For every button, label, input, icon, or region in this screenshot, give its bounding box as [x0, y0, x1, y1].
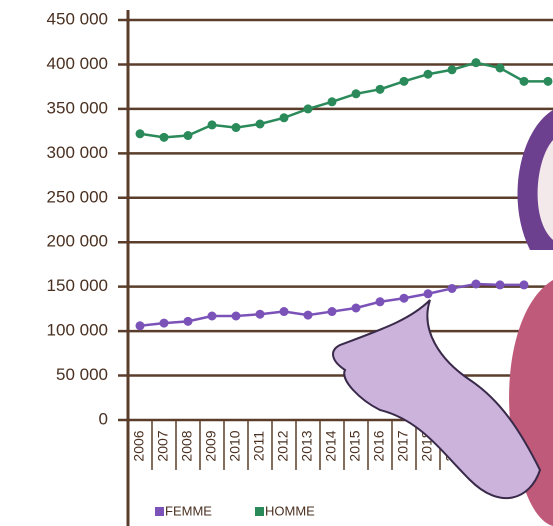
data-point	[207, 120, 217, 130]
data-point	[495, 63, 505, 73]
illustration	[332, 110, 553, 526]
data-point	[231, 123, 241, 133]
y-tick-label: 50 000	[56, 365, 108, 384]
x-tick-label: 2009	[203, 430, 219, 461]
data-point	[327, 307, 337, 317]
x-tick-label: 2014	[323, 430, 339, 461]
data-point	[471, 279, 481, 289]
y-tick-label: 0	[99, 409, 108, 428]
data-point	[495, 280, 505, 290]
data-point	[135, 129, 145, 139]
data-point	[447, 283, 457, 293]
x-tick-label: 2011	[251, 431, 267, 461]
y-tick-label: 450 000	[47, 9, 108, 28]
data-point	[519, 76, 529, 86]
legend-swatch	[255, 507, 264, 516]
y-tick-label: 200 000	[47, 232, 108, 251]
y-tick-label: 350 000	[47, 98, 108, 117]
series-line	[139, 282, 524, 328]
x-tick-label: 2008	[179, 430, 195, 461]
legend-swatch	[155, 507, 164, 516]
data-point	[327, 97, 337, 107]
y-tick-label: 250 000	[47, 187, 108, 206]
data-point	[303, 104, 313, 114]
data-point	[447, 65, 457, 75]
data-point	[183, 131, 193, 141]
x-tick-label: 2012	[275, 430, 291, 461]
data-point	[159, 132, 169, 142]
data-point	[351, 303, 361, 313]
y-tick-label: 400 000	[47, 54, 108, 73]
data-point	[183, 316, 193, 326]
data-point	[399, 293, 409, 303]
data-point	[159, 318, 169, 328]
series-line	[139, 61, 548, 139]
y-tick-label: 300 000	[47, 143, 108, 162]
data-point	[543, 76, 553, 86]
x-tick-label: 2015	[347, 430, 363, 461]
legend-label: HOMME	[265, 503, 315, 518]
data-point	[399, 76, 409, 86]
data-point	[255, 119, 265, 129]
data-point	[423, 289, 433, 299]
data-point	[375, 297, 385, 307]
data-point	[231, 311, 241, 321]
legend-label: FEMME	[165, 503, 212, 518]
x-tick-label: 2006	[131, 430, 147, 461]
data-point	[519, 280, 529, 290]
y-tick-label: 100 000	[47, 321, 108, 340]
data-point	[375, 84, 385, 94]
x-tick-label: 2010	[227, 430, 243, 461]
x-tick-label: 2013	[299, 430, 315, 461]
data-point	[279, 307, 289, 317]
data-point	[279, 113, 289, 123]
data-point	[207, 311, 217, 321]
x-tick-label: 2007	[155, 430, 171, 461]
y-tick-label: 150 000	[47, 276, 108, 295]
data-point	[255, 309, 265, 319]
x-tick-label: 2017	[395, 430, 411, 461]
data-point	[351, 89, 361, 99]
data-point	[471, 58, 481, 68]
data-point	[303, 310, 313, 320]
x-tick-label: 2016	[371, 430, 387, 461]
data-point	[135, 321, 145, 331]
data-point	[423, 69, 433, 79]
